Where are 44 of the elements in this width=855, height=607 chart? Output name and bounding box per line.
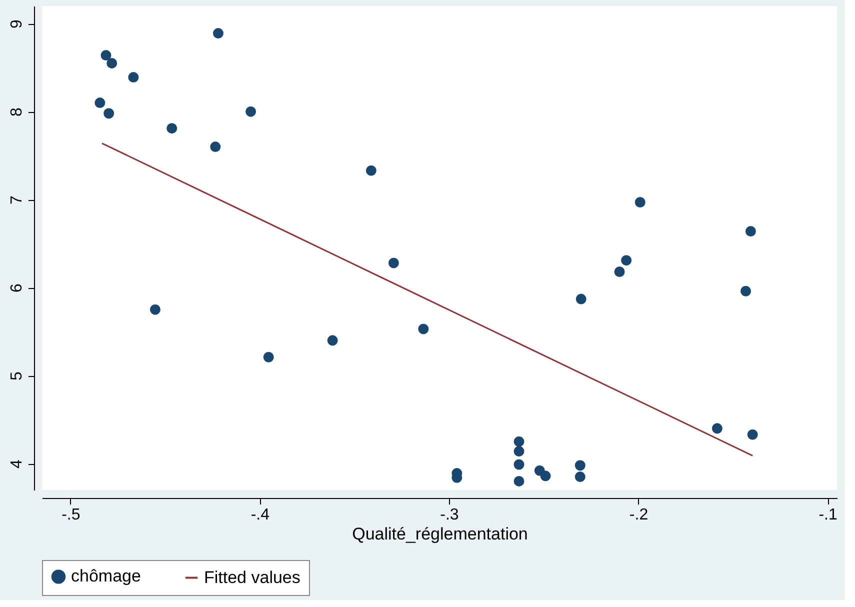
point <box>540 470 551 482</box>
point <box>104 108 114 119</box>
point <box>712 423 722 434</box>
point <box>514 476 524 486</box>
point <box>740 286 752 296</box>
point <box>166 123 178 134</box>
point <box>263 352 274 362</box>
point <box>614 266 625 277</box>
point <box>366 165 376 176</box>
point <box>574 460 586 471</box>
point <box>100 50 112 61</box>
x-axis-title: Qualité_réglementation <box>352 524 528 544</box>
point <box>514 436 524 447</box>
point <box>514 459 524 470</box>
point <box>327 335 338 346</box>
point <box>747 429 758 440</box>
point <box>621 255 632 266</box>
point <box>574 472 586 482</box>
y-tick-label: 9 <box>8 20 26 29</box>
y-tick-label: 6 <box>8 284 26 293</box>
y-tick-label: 8 <box>8 108 26 117</box>
x-tick-label: -.5 <box>62 506 80 524</box>
legend-label: Fitted values <box>204 568 300 587</box>
point <box>576 294 586 304</box>
point <box>514 446 524 457</box>
point <box>212 28 224 39</box>
y-tick-label: 7 <box>8 196 26 205</box>
x-tick-label: -.1 <box>818 506 838 524</box>
y-tick-label: 4 <box>8 460 26 469</box>
legend-label: chômage <box>71 566 141 586</box>
point <box>388 258 399 268</box>
x-tick-label: -.3 <box>440 506 459 524</box>
y-tick-label: 5 <box>8 372 26 381</box>
point <box>210 142 221 152</box>
point <box>634 197 646 208</box>
point <box>745 226 756 237</box>
x-tick-label: -.2 <box>629 506 648 524</box>
point <box>128 72 139 83</box>
point <box>106 58 118 68</box>
point <box>246 106 256 117</box>
point <box>150 304 160 315</box>
x-tick-label: -.4 <box>250 506 270 524</box>
point <box>94 98 106 108</box>
point <box>418 324 429 334</box>
